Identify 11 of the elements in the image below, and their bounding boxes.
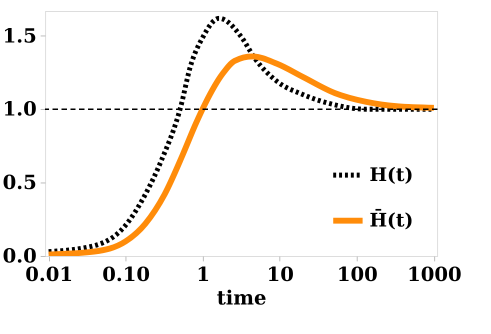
x-axis-title: time xyxy=(216,286,266,310)
y-tick-label: 1.0 xyxy=(2,98,37,121)
x-tick-label: 1 xyxy=(196,262,210,286)
x-tick-label: 10 xyxy=(266,262,294,286)
y-tick-label: 1.5 xyxy=(2,24,37,48)
y-tick-label: 0.5 xyxy=(2,170,37,194)
legend-label: H(t) xyxy=(369,165,414,186)
legend-label: H̄(t) xyxy=(369,208,414,232)
x-tick-label: 100 xyxy=(336,262,378,286)
x-tick-label: 0.10 xyxy=(102,262,150,286)
x-tick-label: 1000 xyxy=(407,262,462,286)
